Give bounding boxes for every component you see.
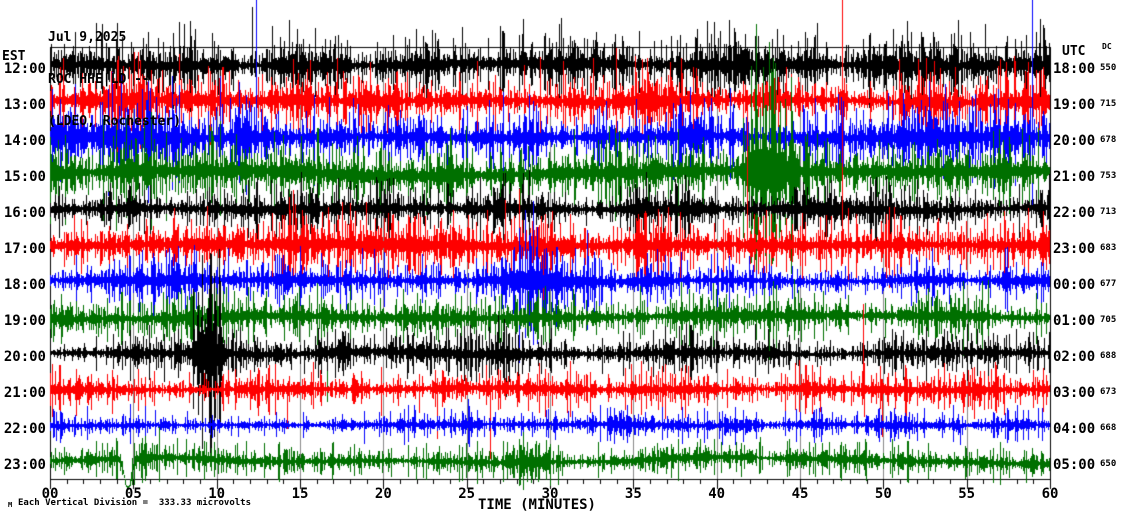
scale-note: Each Vertical Division = 333.33 microvol… [18,498,251,508]
x-tick-label-45: 45 [791,486,809,502]
est-label-21:00: 21:00 [3,385,46,401]
right-timezone-label: UTC [1062,44,1086,59]
x-tick-label-30: 30 [541,486,559,502]
x-tick-label-15: 15 [291,486,309,502]
dc-value-03:00: 673 [1100,387,1117,397]
x-tick-label-55: 55 [958,486,976,502]
utc-label-03:00: 03:00 [1053,385,1096,401]
utc-label-18:00: 18:00 [1053,61,1096,77]
x-tick-label-05: 05 [124,486,142,502]
est-label-19:00: 19:00 [3,313,46,329]
dc-value-05:00: 650 [1100,459,1117,469]
utc-label-04:00: 04:00 [1053,421,1096,437]
dc-value-18:00: 550 [1100,63,1117,73]
est-label-17:00: 17:00 [3,241,46,257]
dc-value-20:00: 678 [1100,135,1117,145]
est-label-22:00: 22:00 [3,421,46,437]
left-timezone-label: EST [2,49,26,64]
utc-label-21:00: 21:00 [1053,169,1096,185]
x-tick-label-60: 60 [1041,486,1059,502]
dc-value-02:00: 688 [1100,351,1117,361]
x-axis-title: TIME (MINUTES) [477,497,596,513]
dc-value-21:00: 753 [1100,171,1117,181]
x-tick-label-25: 25 [458,486,476,502]
footer-marker-glyph: M [8,501,13,509]
dc-value-00:00: 677 [1100,279,1117,289]
utc-label-23:00: 23:00 [1053,241,1096,257]
x-tick-label-35: 35 [624,486,642,502]
dc-value-23:00: 683 [1100,243,1117,253]
utc-label-02:00: 02:00 [1053,349,1096,365]
utc-label-05:00: 05:00 [1053,457,1096,473]
est-label-18:00: 18:00 [3,277,46,293]
dc-value-01:00: 705 [1100,315,1117,325]
utc-label-22:00: 22:00 [1053,205,1096,221]
est-label-15:00: 15:00 [3,169,46,185]
est-label-23:00: 23:00 [3,457,46,473]
date-label: Jul 9,2025 [48,30,127,45]
title-block: Jul 9,2025 ROC HHE|LD -- (LDEO, Rocheste… [48,3,181,157]
est-label-14:00: 14:00 [3,133,46,149]
dc-column-header: DC [1102,42,1112,51]
est-label-20:00: 20:00 [3,349,46,365]
x-tick-label-10: 10 [208,486,226,502]
est-label-13:00: 13:00 [3,97,46,113]
network-label: (LDEO, Rochester) [48,114,182,129]
dc-value-22:00: 713 [1100,207,1117,217]
utc-label-00:00: 00:00 [1053,277,1096,293]
x-tick-label-20: 20 [374,486,392,502]
est-label-12:00: 12:00 [3,61,46,77]
x-tick-label-50: 50 [874,486,892,502]
utc-label-20:00: 20:00 [1053,133,1096,149]
x-tick-label-40: 40 [708,486,726,502]
est-label-16:00: 16:00 [3,205,46,221]
station-label: ROC HHE|LD -- [48,72,150,87]
dc-value-19:00: 715 [1100,99,1117,109]
utc-label-19:00: 19:00 [1053,97,1096,113]
x-tick-label-00: 00 [41,486,59,502]
utc-label-01:00: 01:00 [1053,313,1096,329]
dc-value-04:00: 668 [1100,423,1117,433]
